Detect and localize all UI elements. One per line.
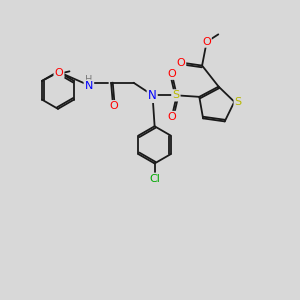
Text: S: S	[235, 97, 242, 107]
Text: S: S	[172, 90, 179, 100]
Text: N: N	[148, 89, 157, 102]
Text: O: O	[202, 37, 211, 46]
Text: Cl: Cl	[149, 174, 160, 184]
Text: N: N	[85, 81, 93, 91]
Text: O: O	[55, 68, 63, 78]
Text: O: O	[109, 101, 118, 111]
Text: O: O	[168, 69, 176, 79]
Text: O: O	[168, 112, 176, 122]
Text: O: O	[176, 58, 185, 68]
Text: H: H	[85, 75, 93, 85]
